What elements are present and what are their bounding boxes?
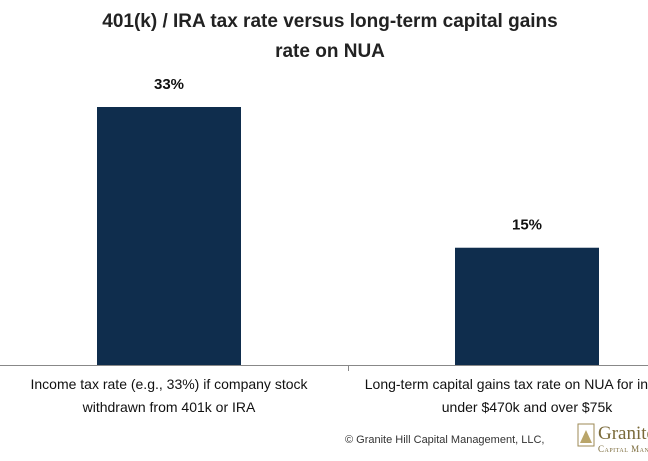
logo-tagline: Capital Management <box>598 444 648 454</box>
logo-icon <box>577 423 595 447</box>
bar <box>455 247 599 365</box>
value-label: 33% <box>154 76 184 93</box>
logo-name: Granite <box>598 423 648 444</box>
category-label: Income tax rate (e.g., 33%) if company s… <box>30 376 308 415</box>
chart-title: 401(k) / IRA tax rate versus long-term c… <box>102 11 558 62</box>
category-label: Long-term capital gains tax rate on NUA … <box>364 376 648 415</box>
footer: © Granite Hill Capital Management, LLC, <box>345 434 545 446</box>
bar <box>97 107 241 365</box>
value-label: 15% <box>512 217 542 234</box>
